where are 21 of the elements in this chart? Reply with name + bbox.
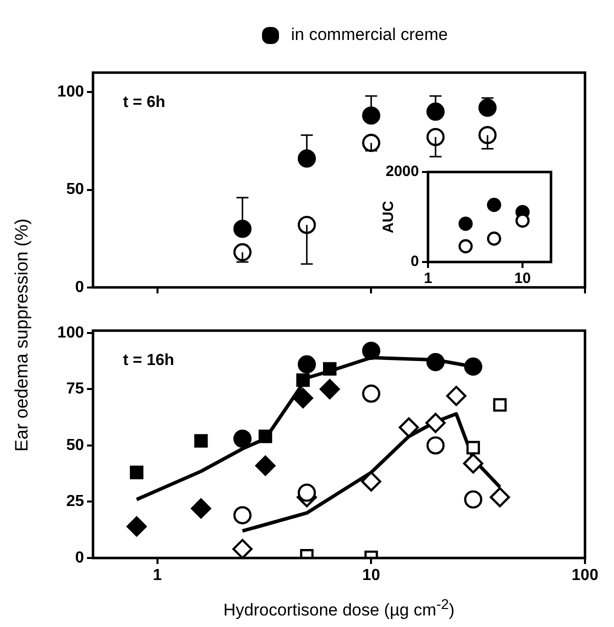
- y-tick-label: 50: [66, 181, 84, 198]
- legend-label: in commercial creme: [291, 25, 448, 45]
- x-tick-label: 1: [152, 567, 162, 584]
- y-tick-label: 100: [57, 84, 84, 101]
- x-tick-label: 10: [514, 270, 531, 288]
- y-tick-label: 25: [66, 493, 84, 510]
- x-tick-label: 100: [572, 567, 598, 584]
- x-axis-title: Hydrocortisone dose (µg cm$^{-2}$): [223, 597, 455, 621]
- y-tick-label: 0: [75, 278, 84, 296]
- x-tick-label: 1: [424, 270, 432, 288]
- y-tick-label: 0: [75, 549, 84, 566]
- y-tick-label: 0: [410, 253, 419, 270]
- annotation: t = 6h: [123, 94, 166, 112]
- y-tick-label: 50: [66, 436, 84, 454]
- y-axis-title: Ear oedema suppression (%): [12, 218, 32, 452]
- y-axis-title: AUC: [380, 200, 398, 234]
- y-tick-label: 75: [66, 380, 84, 398]
- annotation: t = 16h: [123, 352, 174, 370]
- x-tick-label: 10: [362, 567, 380, 584]
- y-tick-label: 100: [57, 324, 84, 342]
- y-tick-label: 2000: [386, 163, 419, 180]
